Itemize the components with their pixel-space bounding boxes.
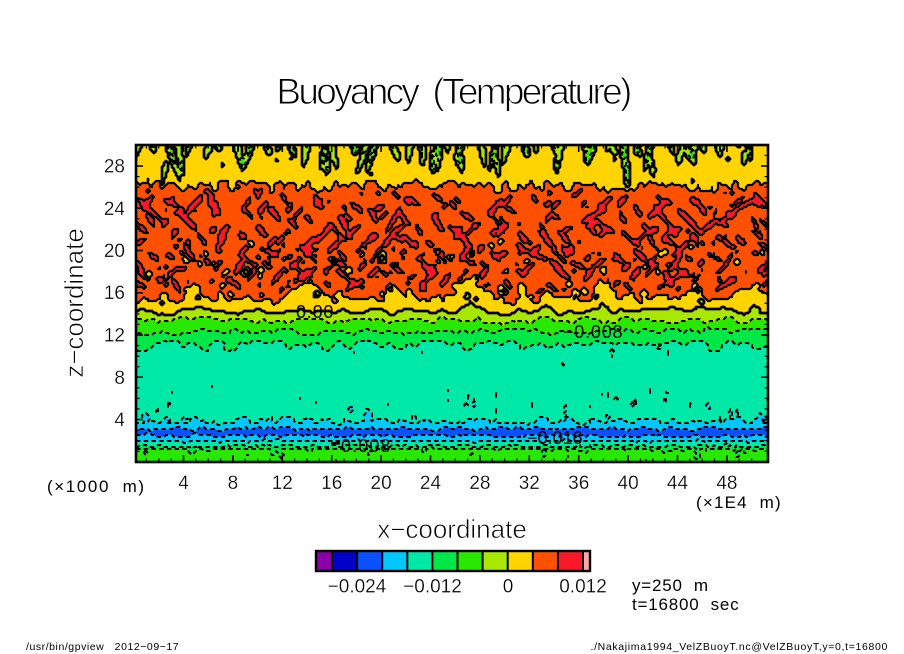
svg-text:0.008: 0.008 (341, 436, 392, 456)
svg-text:20: 20 (104, 241, 125, 262)
svg-text:y=250 m: y=250 m (632, 576, 709, 595)
svg-text:16: 16 (104, 283, 125, 304)
svg-text:16: 16 (321, 473, 342, 494)
svg-text:40: 40 (618, 473, 639, 494)
svg-text:Buoyancy (Temperature): Buoyancy (Temperature) (276, 71, 631, 112)
svg-text:(×1000 m): (×1000 m) (47, 477, 146, 496)
svg-text:0.012: 0.012 (559, 577, 607, 598)
svg-text:−0.012: −0.012 (403, 577, 462, 598)
svg-text:z−coordinate: z−coordinate (59, 228, 89, 378)
svg-text:/usr/bin/gpview 2012−09−17: /usr/bin/gpview 2012−09−17 (26, 641, 179, 653)
svg-text:x−coordinate: x−coordinate (377, 514, 527, 544)
svg-text:8: 8 (228, 473, 239, 494)
svg-text:−0.024: −0.024 (328, 577, 387, 598)
svg-text:8: 8 (114, 368, 125, 389)
svg-text:./Nakajima1994_VelZBuoyT.nc@Ve: ./Nakajima1994_VelZBuoyT.nc@VelZBuoyT,y=… (591, 641, 889, 653)
svg-text:12: 12 (104, 326, 125, 347)
svg-text:t=16800 sec: t=16800 sec (632, 595, 739, 614)
svg-text:4: 4 (178, 473, 189, 494)
svg-text:(×1E4 m): (×1E4 m) (696, 493, 782, 512)
svg-text:44: 44 (667, 473, 689, 494)
svg-text:32: 32 (519, 473, 540, 494)
svg-text:48: 48 (716, 473, 737, 494)
svg-text:4: 4 (114, 410, 125, 431)
svg-text:36: 36 (568, 473, 589, 494)
svg-text:28: 28 (104, 157, 125, 178)
svg-text:24: 24 (104, 199, 126, 220)
svg-text:20: 20 (371, 473, 392, 494)
svg-text:0.00: 0.00 (296, 302, 334, 322)
svg-text:−0.008: −0.008 (563, 322, 623, 342)
svg-text:28: 28 (469, 473, 490, 494)
svg-text:−0.016: −0.016 (527, 428, 583, 448)
svg-text:0: 0 (503, 577, 514, 598)
svg-text:12: 12 (272, 473, 293, 494)
svg-text:24: 24 (420, 473, 442, 494)
